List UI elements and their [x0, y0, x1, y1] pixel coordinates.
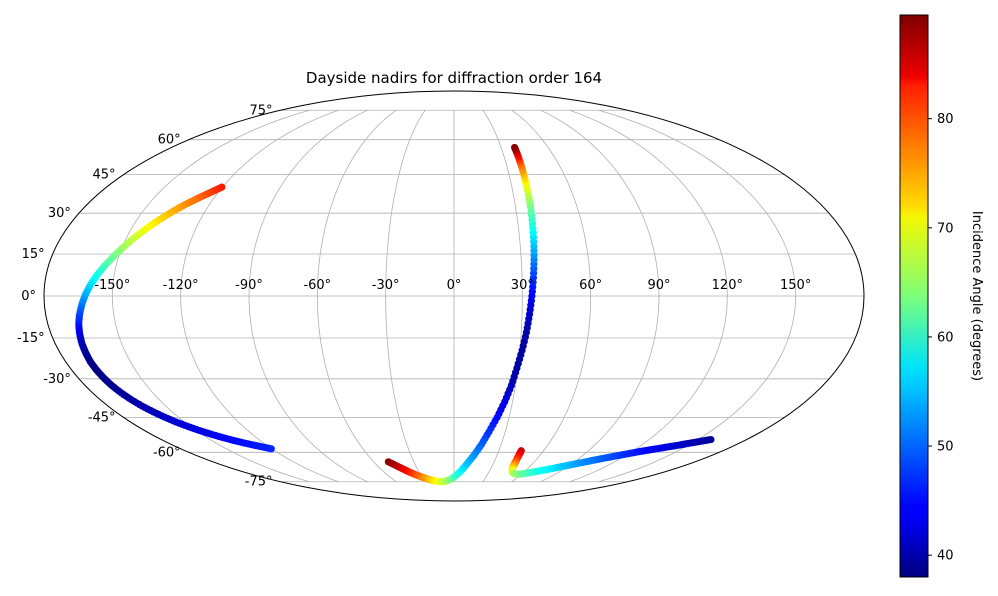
colorbar-tick-label: 60	[937, 330, 954, 345]
colorbar-tick-label: 80	[937, 112, 954, 127]
lon-tick-label: -90°	[235, 278, 263, 293]
map-boundary	[43, 90, 865, 502]
lat-tick-label: 30°	[48, 206, 71, 221]
lat-tick-label: -60°	[153, 445, 181, 460]
lat-tick-label: -30°	[43, 372, 71, 387]
meridian-line	[569, 109, 728, 483]
lon-tick-label: 90°	[647, 278, 670, 293]
lon-tick-label: 0°	[447, 278, 462, 293]
longitude-tick-labels: -150° -120° -90° -60° -30° 0° 30° 60° 90° 120° 150…	[94, 278, 811, 293]
chart-title: Dayside nadirs for diffraction order 164	[306, 69, 602, 87]
data-point	[510, 143, 519, 152]
lat-tick-label: -15°	[17, 331, 45, 346]
colorbar-label: Incidence Angle (degrees)	[969, 211, 984, 381]
lon-tick-label: 60°	[579, 278, 602, 293]
meridian-line	[180, 109, 339, 483]
lon-tick-label: 120°	[712, 278, 743, 293]
colorbar-gradient	[899, 14, 929, 578]
lat-tick-label: -45°	[88, 410, 116, 425]
data-points	[75, 143, 715, 486]
lat-tick-label: 45°	[93, 168, 116, 183]
lat-tick-label: 75°	[249, 103, 272, 118]
lon-tick-label: 150°	[780, 278, 811, 293]
data-point	[267, 445, 275, 453]
meridian-line	[598, 109, 797, 483]
colorbar: 40 50 60 70 80 Incidence Angle (degrees)	[899, 14, 984, 578]
lon-tick-label: -120°	[163, 278, 199, 293]
latitude-tick-labels: 75° 60° 45° 30° 15° 0° -15° -30° -45° -60° -75°	[17, 103, 273, 489]
lat-tick-label: 15°	[22, 247, 45, 262]
colorbar-tick-label: 40	[937, 549, 954, 564]
lat-tick-label: 60°	[158, 133, 181, 148]
meridian-line	[316, 109, 397, 483]
meridian-line	[540, 109, 660, 483]
graticule	[44, 109, 864, 483]
colorbar-tick-label: 50	[937, 440, 954, 455]
data-point	[707, 435, 715, 444]
lat-tick-label: -75°	[245, 475, 273, 490]
meridian-line	[511, 109, 592, 483]
meridian-line	[482, 110, 523, 482]
colorbar-ticks: 40 50 60 70 80	[928, 112, 954, 564]
meridian-line	[385, 110, 426, 482]
lon-tick-label: -30°	[372, 278, 400, 293]
meridian-line	[248, 109, 368, 483]
lon-tick-label: -150°	[94, 278, 130, 293]
colorbar-tick-label: 70	[937, 221, 954, 236]
lon-tick-label: -60°	[303, 278, 331, 293]
lat-tick-label: 0°	[21, 289, 36, 304]
lon-tick-label: 30°	[511, 278, 534, 293]
